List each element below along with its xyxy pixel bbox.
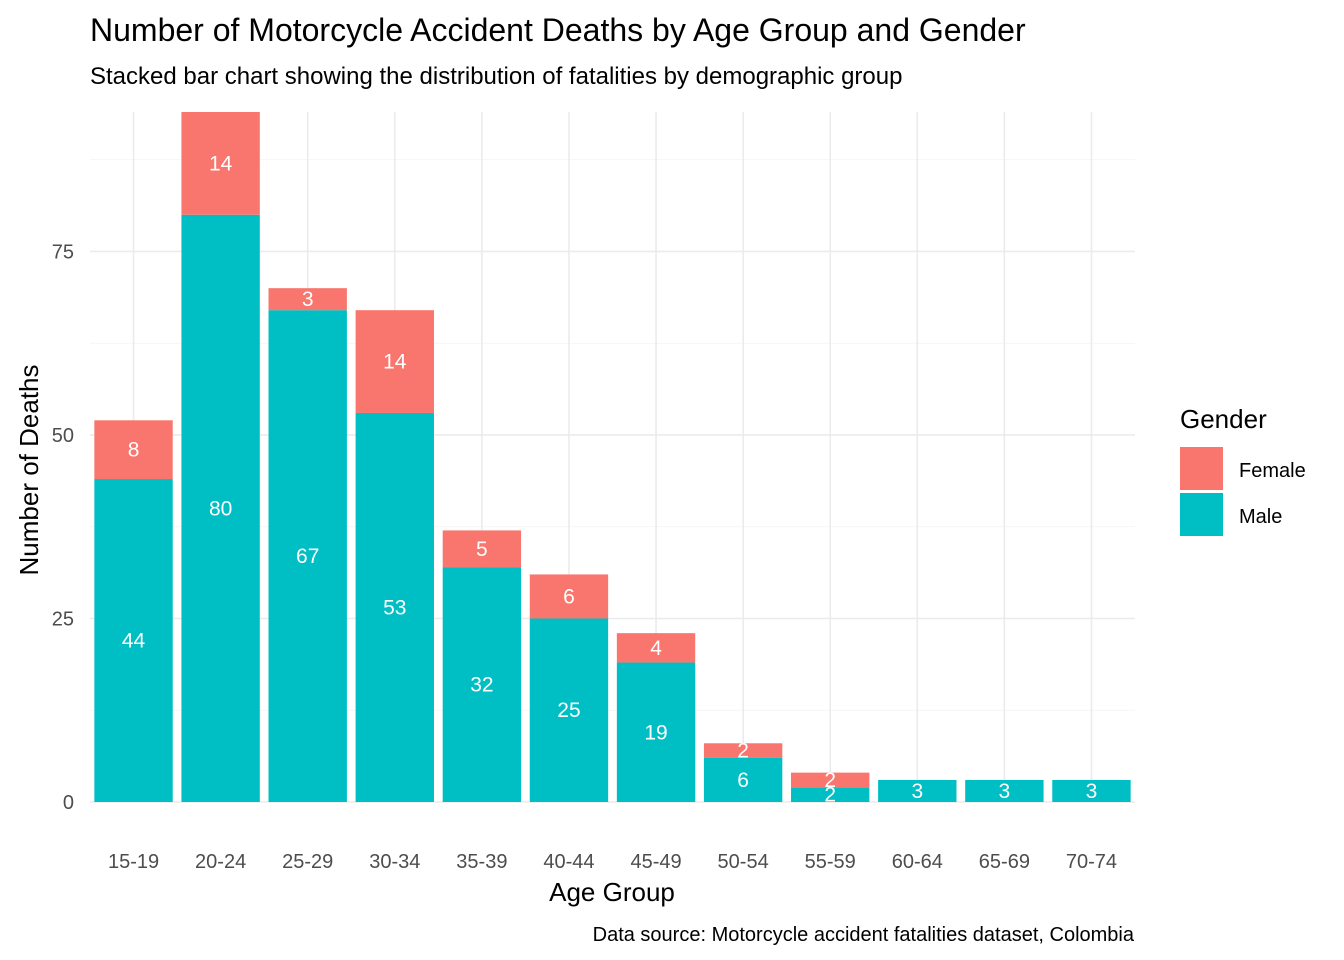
bar-label-male-50-54: 6 <box>737 769 749 792</box>
legend-key-female <box>1180 447 1223 490</box>
bar-male-60-64 <box>878 779 957 802</box>
bar-label-female-45-49: 4 <box>650 637 662 660</box>
x-tick-label: 45-49 <box>630 851 681 873</box>
legend-key-male <box>1180 493 1223 536</box>
bar-label-female-40-44: 6 <box>563 585 575 608</box>
x-axis-title: Age Group <box>549 877 675 907</box>
bar-female-55-59 <box>791 772 870 788</box>
bar-male-20-24 <box>181 214 260 802</box>
y-tick-label: 0 <box>63 792 74 814</box>
y-tick-label: 50 <box>52 425 74 447</box>
x-tick-label: 20-24 <box>195 851 246 873</box>
bar-label-male-70-74: 3 <box>1086 780 1098 803</box>
bar-male-45-49 <box>616 662 696 802</box>
bar-label-male-25-29: 67 <box>296 545 319 568</box>
x-tick-label: 35-39 <box>456 851 507 873</box>
y-tick-label: 75 <box>52 241 74 263</box>
legend-title: Gender <box>1180 404 1267 434</box>
bar-label-male-55-59: 2 <box>824 784 836 807</box>
bar-female-40-44 <box>529 574 609 619</box>
bar-label-male-20-24: 80 <box>209 497 232 520</box>
bar-male-35-39 <box>442 567 522 802</box>
y-axis-ticks: 0 25 50 75 <box>52 241 74 814</box>
bar-label-female-50-54: 2 <box>737 740 749 763</box>
chart-caption: Data source: Motorcycle accident fatalit… <box>593 924 1135 946</box>
y-axis-title: Number of Deaths <box>14 365 44 576</box>
legend-label-male: Male <box>1239 506 1282 528</box>
x-tick-label: 30-34 <box>369 851 420 873</box>
bar-male-25-29 <box>268 310 347 802</box>
chart-title: Number of Motorcycle Accident Deaths by … <box>90 12 1026 48</box>
bar-female-35-39 <box>442 530 522 568</box>
bars <box>94 112 1131 802</box>
x-tick-label: 55-59 <box>805 851 856 873</box>
bar-label-male-60-64: 3 <box>911 780 923 803</box>
bar-label-male-65-69: 3 <box>999 780 1011 803</box>
chart-subtitle: Stacked bar chart showing the distributi… <box>90 63 902 90</box>
bar-male-30-34 <box>355 412 434 802</box>
bar-male-55-59 <box>791 787 870 802</box>
x-tick-label: 25-29 <box>282 851 333 873</box>
bar-label-female-15-19: 8 <box>128 439 140 462</box>
bar-label-male-40-44: 25 <box>557 699 580 722</box>
bar-label-female-25-29: 3 <box>302 288 314 311</box>
bar-female-30-34 <box>355 310 434 413</box>
bar-female-50-54 <box>703 743 783 758</box>
x-tick-label: 40-44 <box>543 851 594 873</box>
bar-male-40-44 <box>529 618 609 802</box>
bar-male-70-74 <box>1052 779 1131 802</box>
bar-label-male-45-49: 19 <box>644 721 667 744</box>
legend-label-female: Female <box>1239 460 1306 482</box>
bar-label-female-55-59: 2 <box>824 769 836 792</box>
bar-female-45-49 <box>616 633 696 663</box>
x-tick-label: 15-19 <box>108 851 159 873</box>
x-tick-label: 65-69 <box>979 851 1030 873</box>
bar-male-15-19 <box>94 479 173 802</box>
y-tick-label: 25 <box>52 608 74 630</box>
bar-label-female-20-24: 14 <box>209 152 233 175</box>
bar-female-20-24 <box>181 112 260 215</box>
bar-female-25-29 <box>268 288 347 311</box>
bar-label-male-35-39: 32 <box>470 674 493 697</box>
legend: Gender Female Male <box>1180 404 1306 536</box>
x-tick-label: 50-54 <box>718 851 769 873</box>
bar-label-female-30-34: 14 <box>383 351 407 374</box>
x-tick-label: 60-64 <box>892 851 943 873</box>
bar-label-female-35-39: 5 <box>476 538 488 561</box>
x-axis-ticks: 15-19 20-24 25-29 30-34 35-39 40-44 45-49 50-54… <box>108 851 1117 873</box>
bar-label-male-30-34: 53 <box>383 596 406 619</box>
bar-female-15-19 <box>94 420 173 480</box>
bar-label-male-15-19: 44 <box>122 630 146 653</box>
bar-male-50-54 <box>703 757 783 802</box>
bar-male-65-69 <box>965 779 1044 802</box>
x-tick-label: 70-74 <box>1066 851 1117 873</box>
